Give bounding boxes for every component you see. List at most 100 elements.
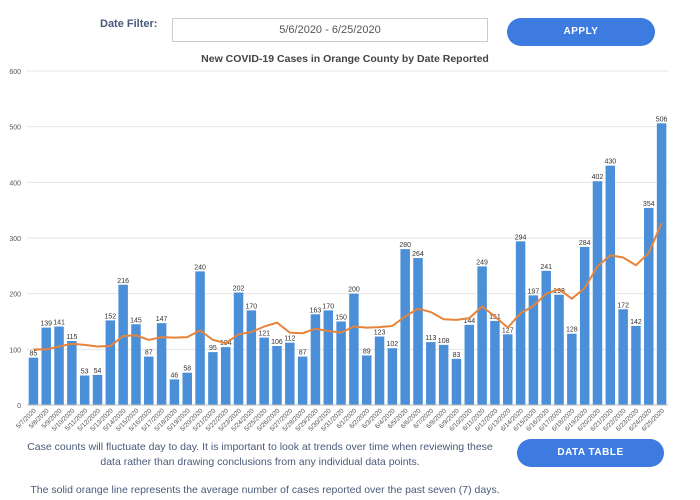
bar xyxy=(182,372,192,405)
bar-value-label: 87 xyxy=(299,350,307,357)
apply-button[interactable]: APPLY xyxy=(507,18,655,46)
bar-value-label: 280 xyxy=(399,242,411,249)
bar xyxy=(349,293,359,405)
bar-value-label: 402 xyxy=(592,174,604,181)
bar-value-label: 85 xyxy=(30,351,38,358)
bar xyxy=(464,324,475,405)
bar-value-label: 152 xyxy=(104,313,116,320)
bar-value-label: 121 xyxy=(258,331,270,338)
bar xyxy=(387,348,398,405)
chart-title: New COVID-19 Cases in Orange County by D… xyxy=(201,53,489,65)
bar xyxy=(490,320,500,405)
bar xyxy=(144,356,154,405)
bar-value-label: 139 xyxy=(40,321,52,328)
bar-value-label: 53 xyxy=(81,368,89,375)
bar xyxy=(297,356,308,405)
data-table-button[interactable]: DATA TABLE xyxy=(517,439,664,467)
bar-value-label: 145 xyxy=(130,317,142,324)
y-tick-label: 100 xyxy=(9,347,21,354)
y-tick-label: 500 xyxy=(9,125,21,132)
bar-value-label: 430 xyxy=(604,159,616,166)
y-tick-label: 400 xyxy=(9,180,21,187)
bar-value-label: 58 xyxy=(183,366,191,373)
bar-value-label: 89 xyxy=(363,348,371,355)
bar-value-label: 170 xyxy=(322,303,334,310)
note: data rather than drawing conclusions fro… xyxy=(100,456,420,468)
bar xyxy=(259,337,269,405)
bar-value-label: 95 xyxy=(209,345,217,352)
bar-value-label: 163 xyxy=(310,307,322,314)
bar-value-label: 354 xyxy=(643,201,655,208)
y-tick-label: 300 xyxy=(9,236,21,243)
bar xyxy=(272,345,282,405)
bar xyxy=(105,320,116,405)
bar xyxy=(195,271,205,405)
bar-value-label: 144 xyxy=(463,318,475,325)
bar-value-label: 197 xyxy=(528,288,540,295)
bar-value-label: 294 xyxy=(515,234,527,241)
bar xyxy=(413,258,423,405)
bar-value-label: 202 xyxy=(233,286,245,293)
bar-value-label: 83 xyxy=(453,352,461,359)
bar-value-label: 240 xyxy=(194,264,206,271)
bar xyxy=(618,309,628,405)
bar xyxy=(285,342,295,405)
bar-value-label: 106 xyxy=(271,339,283,346)
date-range-input[interactable]: 5/6/2020 - 6/25/2020 xyxy=(172,18,488,42)
bar-value-label: 123 xyxy=(374,330,386,337)
bar xyxy=(208,352,218,405)
note: The solid orange line represents the ave… xyxy=(30,484,500,496)
bar xyxy=(41,327,51,405)
bar-value-label: 150 xyxy=(335,315,347,322)
bar-value-label: 284 xyxy=(579,240,591,247)
bar-value-label: 249 xyxy=(476,259,488,266)
bar xyxy=(323,310,334,405)
bar xyxy=(310,314,321,405)
bar-value-label: 54 xyxy=(94,368,102,375)
bar xyxy=(374,336,385,405)
bar xyxy=(118,284,128,405)
bar-value-label: 147 xyxy=(156,316,168,323)
y-tick-label: 0 xyxy=(17,403,21,410)
bar-value-label: 200 xyxy=(348,287,360,294)
bar xyxy=(92,374,103,405)
bar xyxy=(336,321,346,405)
bar-value-label: 127 xyxy=(502,327,514,334)
bar-value-label: 102 xyxy=(387,341,399,348)
bar xyxy=(79,375,90,405)
bar xyxy=(644,207,654,405)
y-tick-label: 200 xyxy=(9,292,21,299)
bar xyxy=(541,270,551,405)
bar xyxy=(54,326,64,405)
bar-value-label: 264 xyxy=(412,251,424,258)
bar-value-label: 112 xyxy=(284,336,295,343)
bar xyxy=(528,295,539,405)
bar-value-label: 113 xyxy=(425,335,436,342)
bar-value-label: 172 xyxy=(617,302,629,309)
average-line xyxy=(33,222,663,351)
date-filter-label: Date Filter: xyxy=(100,18,158,30)
bar xyxy=(656,123,667,406)
bar xyxy=(169,379,180,405)
bar xyxy=(567,333,577,405)
chart: New COVID-19 Cases in Orange County by D… xyxy=(9,53,668,433)
bar xyxy=(592,181,603,405)
bar xyxy=(220,347,231,405)
bar-value-label: 198 xyxy=(553,288,565,295)
bar-value-label: 46 xyxy=(171,372,179,379)
bar-value-label: 506 xyxy=(656,116,668,123)
bar xyxy=(400,249,410,405)
bar-value-label: 216 xyxy=(117,278,129,285)
bar xyxy=(246,310,257,405)
bar xyxy=(631,325,641,405)
bar xyxy=(156,323,167,405)
bar xyxy=(361,355,372,405)
bar xyxy=(438,344,449,405)
bar xyxy=(515,241,526,405)
bar xyxy=(605,165,616,405)
bar xyxy=(579,246,590,405)
note: Case counts will fluctuate day to day. I… xyxy=(27,441,493,453)
bar xyxy=(451,358,462,405)
bar-value-label: 142 xyxy=(630,319,642,326)
